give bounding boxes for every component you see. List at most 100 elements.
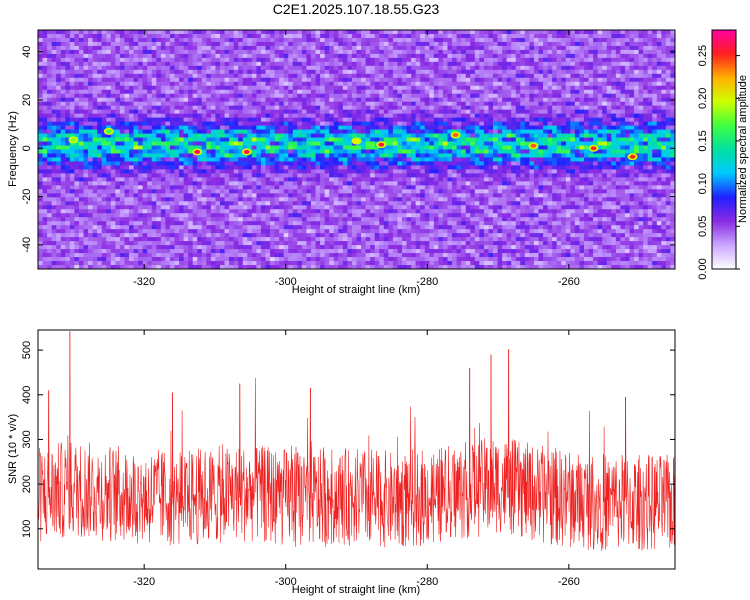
heatmap-cell bbox=[520, 45, 526, 51]
heatmap-cell bbox=[97, 49, 103, 55]
heatmap-cell bbox=[197, 49, 203, 55]
heatmap-cell bbox=[65, 65, 71, 71]
heatmap-cell bbox=[570, 137, 576, 142]
heatmap-cell bbox=[101, 93, 107, 99]
heatmap-cell bbox=[429, 37, 435, 43]
heatmap-cell bbox=[110, 85, 116, 91]
heatmap-cell bbox=[342, 73, 348, 79]
heatmap-cell bbox=[174, 133, 180, 138]
heatmap-cell bbox=[306, 165, 312, 170]
heatmap-cell bbox=[606, 161, 612, 166]
heatmap-cell bbox=[333, 109, 339, 115]
heatmap-cell bbox=[465, 129, 471, 134]
heatmap-cell bbox=[279, 77, 285, 83]
heatmap-cell bbox=[665, 65, 671, 71]
heatmap-cell bbox=[374, 73, 380, 79]
heatmap-cell bbox=[242, 161, 248, 166]
heatmap-cell bbox=[306, 149, 312, 154]
heatmap-cell bbox=[197, 129, 203, 134]
heatmap-cell bbox=[56, 125, 62, 130]
heatmap-cell bbox=[406, 101, 412, 107]
heatmap-cell bbox=[433, 89, 439, 95]
heatmap-cell bbox=[60, 30, 66, 35]
heatmap-cell bbox=[260, 133, 266, 138]
heatmap-cell bbox=[124, 45, 130, 51]
heatmap-cell bbox=[147, 61, 153, 67]
heatmap-cell bbox=[415, 125, 421, 130]
heatmap-cell bbox=[524, 61, 530, 67]
heatmap-cell bbox=[74, 33, 80, 39]
heatmap-cell bbox=[147, 69, 153, 75]
heatmap-cell bbox=[406, 37, 412, 43]
heatmap-cell bbox=[242, 89, 248, 95]
heatmap-cell bbox=[60, 137, 66, 142]
heatmap-cell bbox=[388, 109, 394, 115]
heatmap-cell bbox=[388, 117, 394, 123]
heatmap-cell bbox=[493, 53, 498, 59]
heatmap-cell bbox=[188, 145, 194, 150]
heatmap-cell bbox=[488, 65, 494, 71]
heatmap-cell bbox=[251, 129, 257, 134]
heatmap-cell bbox=[351, 81, 357, 87]
heatmap-cell bbox=[224, 30, 230, 35]
heatmap-cell bbox=[347, 30, 353, 35]
heatmap-cell bbox=[615, 57, 621, 63]
heatmap-cell bbox=[493, 85, 498, 91]
heatmap-cell bbox=[602, 113, 608, 119]
heatmap-cell bbox=[429, 97, 435, 103]
heatmap-cell bbox=[88, 117, 93, 123]
heatmap-cell bbox=[142, 97, 148, 103]
heatmap-cell bbox=[593, 113, 599, 119]
heatmap-cell bbox=[292, 33, 298, 39]
heatmap-cell bbox=[433, 77, 439, 83]
heatmap-cell bbox=[511, 81, 517, 87]
heatmap-cell bbox=[238, 125, 244, 130]
heatmap-cell bbox=[129, 73, 134, 79]
heatmap-cell bbox=[188, 65, 194, 71]
heatmap-cell bbox=[538, 149, 544, 154]
heatmap-cell bbox=[379, 41, 385, 47]
heatmap-cell bbox=[151, 149, 157, 154]
heatmap-cell bbox=[233, 65, 239, 71]
heatmap-cell bbox=[420, 149, 426, 154]
heatmap-cell bbox=[365, 161, 371, 166]
heatmap-cell bbox=[97, 113, 103, 119]
heatmap-cell bbox=[119, 77, 125, 83]
heatmap-cell bbox=[106, 73, 112, 79]
heatmap-cell bbox=[306, 81, 312, 87]
heatmap-cell bbox=[279, 169, 285, 174]
heatmap-cell bbox=[620, 141, 626, 146]
heatmap-cell bbox=[388, 45, 394, 51]
heatmap-cell bbox=[256, 125, 262, 130]
heatmap-cell bbox=[270, 101, 275, 107]
heatmap-cell bbox=[42, 129, 48, 134]
heatmap-cell bbox=[483, 105, 489, 111]
heatmap-cell bbox=[611, 117, 617, 123]
heatmap-cell bbox=[174, 73, 180, 79]
heatmap-cell bbox=[301, 101, 307, 107]
heatmap-cell bbox=[574, 37, 580, 43]
heatmap-cell bbox=[301, 125, 307, 130]
heatmap-cell bbox=[465, 145, 471, 150]
heatmap-cell bbox=[515, 97, 521, 103]
heatmap-cell bbox=[315, 121, 321, 126]
heatmap-cell bbox=[165, 77, 171, 83]
heatmap-cell bbox=[251, 30, 257, 35]
heatmap-cell bbox=[74, 149, 80, 154]
heatmap-cell bbox=[579, 129, 585, 134]
heatmap-cell bbox=[556, 145, 562, 150]
heatmap-cell bbox=[593, 45, 599, 51]
heatmap-cell bbox=[224, 129, 230, 134]
heatmap-cell bbox=[479, 85, 485, 91]
heatmap-cell bbox=[247, 129, 253, 134]
heatmap-cell bbox=[329, 165, 335, 170]
heatmap-cell bbox=[42, 93, 48, 99]
heatmap-cell bbox=[133, 117, 139, 123]
heatmap-cell bbox=[265, 129, 271, 134]
heatmap-cell bbox=[292, 153, 298, 158]
heatmap-cell bbox=[65, 141, 71, 146]
heatmap-cell bbox=[92, 85, 98, 91]
heatmap-cell bbox=[474, 77, 480, 83]
heatmap-cell bbox=[247, 137, 253, 142]
heatmap-cell bbox=[142, 69, 148, 75]
